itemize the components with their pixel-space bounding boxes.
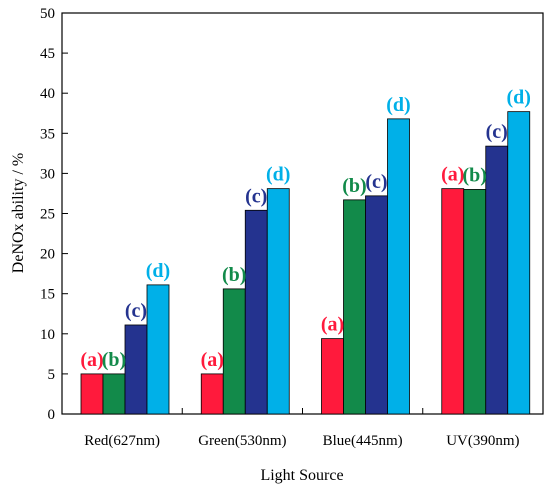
y-axis-ticks: 0 5 10 15 20 25 30 35 40 45 50 [40,6,68,423]
bar [387,118,410,415]
bar-series-label: (a) [321,314,344,336]
bars [80,111,531,415]
bar [266,188,290,415]
y-tick-label: 50 [40,6,55,22]
bar [102,373,126,415]
y-tick-label: 45 [40,46,55,62]
bar [146,284,170,415]
bar [200,373,224,415]
bar [485,145,509,415]
bar [321,338,344,415]
bar [365,195,388,415]
bar-series-label: (b) [342,175,366,197]
bar-series-label: (a) [441,164,464,186]
bar-series-label: (b) [102,349,126,371]
bar-series-label: (d) [507,87,531,109]
bar-series-label: (c) [245,185,267,207]
x-axis-ticks: Red(627nm) Green(530nm) Blue(445nm) UV(390n… [84,408,520,449]
x-tick-label: Red(627nm) [84,433,160,449]
y-tick-label: 30 [40,166,55,182]
y-tick-label: 0 [48,407,56,423]
y-tick-label: 40 [40,86,55,102]
bar-series-label: (d) [386,94,410,116]
bar-series-label: (a) [80,349,103,371]
bar [343,199,366,415]
bar-series-label: (b) [222,264,246,286]
bar-series-label: (a) [201,349,224,371]
bar-series-label: (d) [146,260,170,282]
bar [441,188,465,415]
bar-labels: (a)(b)(c)(d)(a)(b)(c)(d)(a)(b)(c)(d)(a)(… [80,87,531,371]
bar [80,373,104,415]
bar-series-label: (b) [463,164,487,186]
x-axis-title: Light Source [260,467,343,484]
bar [507,111,531,415]
bar [222,288,246,415]
bar [124,324,148,415]
bar [244,209,268,415]
x-tick-label: Blue(445nm) [323,433,403,449]
bar-series-label: (d) [266,164,290,186]
y-tick-label: 5 [48,367,56,383]
x-tick-label: Green(530nm) [198,433,286,449]
y-axis-title: DeNOx ability / % [10,153,27,273]
y-tick-label: 20 [40,247,55,263]
y-tick-label: 25 [40,207,55,223]
bar-series-label: (c) [486,121,508,143]
y-tick-label: 15 [40,287,55,303]
bar [463,189,487,415]
x-tick-label: UV(390nm) [446,433,519,449]
bar-series-label: (c) [365,171,387,193]
y-tick-label: 35 [40,126,55,142]
bar-series-label: (c) [125,300,147,322]
y-tick-label: 10 [40,327,55,343]
